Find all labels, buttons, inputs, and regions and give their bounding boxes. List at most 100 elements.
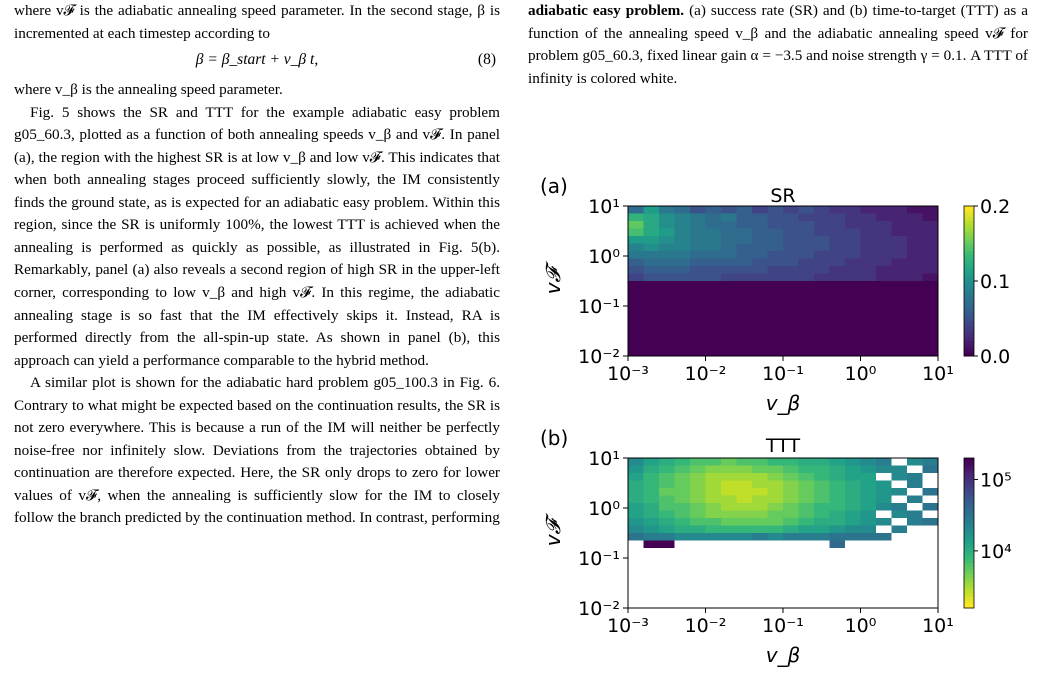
heatmap-cell xyxy=(814,288,830,297)
heatmap-cell xyxy=(767,518,784,526)
heatmap-cell xyxy=(845,251,861,259)
colorbar-segment xyxy=(964,251,974,256)
colorbar-tick-label: 0.0 xyxy=(980,346,1010,368)
heatmap-cell xyxy=(628,341,644,349)
heatmap-cell xyxy=(659,480,675,489)
heatmap-cell xyxy=(736,540,753,549)
y-tick-label: 10⁰ xyxy=(588,498,620,520)
heatmap-cell xyxy=(814,480,830,489)
colorbar-segment xyxy=(964,559,974,564)
heatmap-cell xyxy=(860,221,877,229)
heatmap-cell xyxy=(891,243,908,252)
heatmap-cell xyxy=(845,206,861,214)
heatmap-cell xyxy=(721,281,737,289)
heatmap-cell xyxy=(628,488,644,496)
heatmap-cell xyxy=(628,296,644,304)
heatmap-cell xyxy=(628,510,644,519)
heatmap-cell xyxy=(845,273,861,282)
colorbar-segment xyxy=(964,544,974,549)
colorbar-segment xyxy=(964,604,974,609)
heatmap-cell xyxy=(659,258,675,267)
heatmap-cell xyxy=(628,518,644,526)
heatmap-cell xyxy=(845,288,861,297)
heatmap-cell xyxy=(814,206,830,214)
heatmap-cell xyxy=(767,228,784,237)
heatmap-cell xyxy=(690,266,706,274)
heatmap-cell xyxy=(860,228,877,237)
heatmap-cell xyxy=(876,288,892,297)
heatmap-cell xyxy=(659,540,675,549)
heatmap-cell xyxy=(705,296,722,304)
heatmap-cell xyxy=(736,288,753,297)
heatmap-cell xyxy=(891,548,908,556)
heatmap-cell xyxy=(643,258,660,267)
heatmap-cell xyxy=(643,288,660,297)
colorbar-segment xyxy=(964,540,974,545)
heatmap-cell xyxy=(829,251,846,259)
heatmap-cell xyxy=(814,221,830,229)
heatmap-cell xyxy=(798,458,815,466)
heatmap-cell xyxy=(659,348,675,357)
heatmap-cell xyxy=(767,288,784,297)
colorbar-segment xyxy=(964,581,974,586)
colorbar-segment xyxy=(964,333,974,338)
heatmap-cell xyxy=(814,548,830,556)
heatmap-cell xyxy=(721,563,737,571)
heatmap-cell xyxy=(767,318,784,327)
colorbar-segment xyxy=(964,262,974,267)
heatmap-cell xyxy=(876,518,892,526)
heatmap-cell xyxy=(674,488,691,496)
heatmap-cell xyxy=(829,458,846,466)
heatmap-cell xyxy=(922,600,939,609)
heatmap-cell xyxy=(705,600,722,609)
heatmap-cell xyxy=(690,206,706,214)
heatmap-cell xyxy=(752,326,768,334)
heatmap-cell xyxy=(705,510,722,519)
heatmap-cell xyxy=(659,213,675,222)
heatmap-cell xyxy=(922,326,939,334)
heatmap-cell xyxy=(752,221,768,229)
heatmap-cell xyxy=(845,503,861,511)
heatmap-cell xyxy=(814,296,830,304)
colorbar-segment xyxy=(964,461,974,466)
heatmap-cell xyxy=(829,518,846,526)
heatmap-cell xyxy=(783,480,799,489)
heatmap-cell xyxy=(628,318,644,327)
heatmap-cell xyxy=(643,228,660,237)
heatmap-cell xyxy=(659,318,675,327)
heatmap-cell xyxy=(721,585,737,594)
heatmap-cell xyxy=(814,600,830,609)
heatmap-cell xyxy=(876,458,892,466)
heatmap-cell xyxy=(721,600,737,609)
heatmap-cell xyxy=(798,311,815,319)
heatmap-cell xyxy=(876,465,892,474)
heatmap-cell xyxy=(798,258,815,267)
heatmap-cell xyxy=(736,488,753,496)
heatmap-cell xyxy=(752,318,768,327)
heatmap-cell xyxy=(752,206,768,214)
heatmap-cell xyxy=(891,326,908,334)
heatmap-cell xyxy=(721,503,737,511)
heatmap-cell xyxy=(643,563,660,571)
heatmap-cell xyxy=(736,458,753,466)
heatmap-cell xyxy=(814,555,830,564)
heatmap-cell xyxy=(767,525,784,534)
heatmap-cell xyxy=(643,465,660,474)
heatmap-cell xyxy=(705,266,722,274)
heatmap-cell xyxy=(628,555,644,564)
heatmap-cell xyxy=(690,273,706,282)
heatmap-cell xyxy=(690,578,706,586)
heatmap-cell xyxy=(891,488,908,496)
heatmap-cell xyxy=(922,548,939,556)
colorbar-segment xyxy=(964,521,974,526)
colorbar-segment xyxy=(964,469,974,474)
heatmap-cell xyxy=(628,465,644,474)
heatmap-cell xyxy=(876,480,892,489)
heatmap-cell xyxy=(736,221,753,229)
colorbar-segment xyxy=(964,600,974,605)
heatmap-cell xyxy=(690,348,706,357)
heatmap-cell xyxy=(628,480,644,489)
heatmap-cell xyxy=(876,555,892,564)
heatmap-cell xyxy=(891,288,908,297)
heatmap-cell xyxy=(752,273,768,282)
